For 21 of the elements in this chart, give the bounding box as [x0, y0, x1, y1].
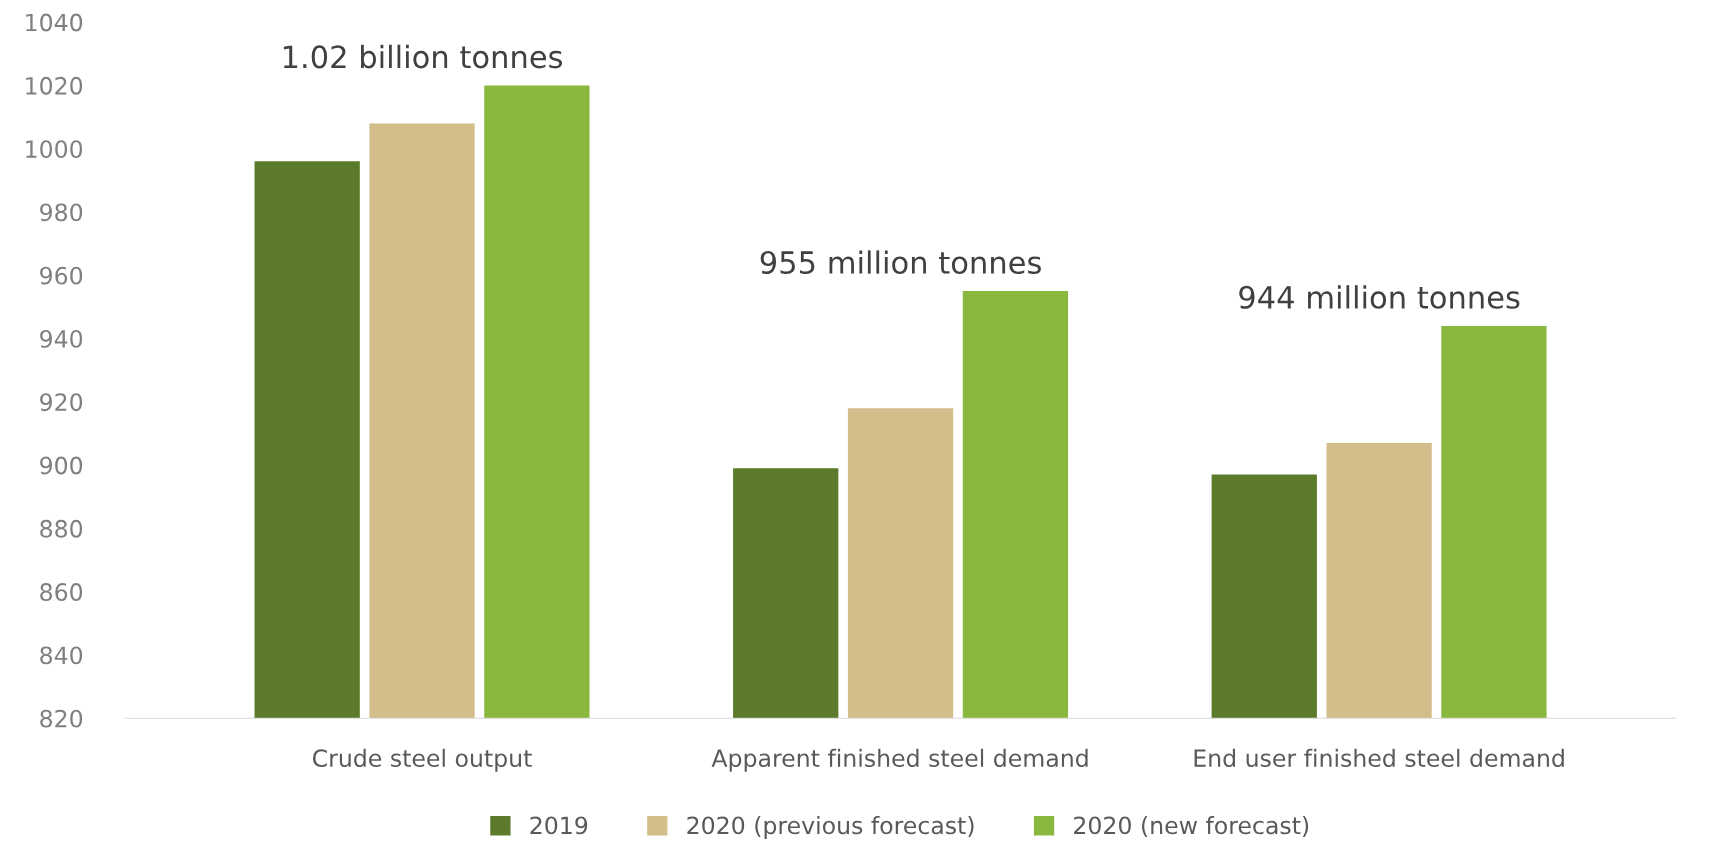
annotation: 955 million tonnes [760, 250, 1041, 275]
y-tick-label: 960 [40, 266, 83, 285]
y-tick-label: 820 [40, 709, 83, 728]
annotation: 944 million tonnes [1239, 285, 1520, 309]
y-tick-label: 1040 [26, 13, 83, 32]
y-tick-label: 1020 [26, 76, 83, 95]
x-tick-label: End user finished steel demand [1194, 748, 1564, 768]
y-tick-label: 880 [40, 519, 83, 538]
x-tick-label: Apparent finished steel demand [711, 748, 1088, 772]
y-tick-label: 1000 [26, 140, 83, 158]
annotation: 1.02 billion tonnes [283, 44, 563, 69]
x-tick-label: Crude steel output [312, 748, 532, 772]
legend-label: 2019 [530, 816, 588, 835]
legend-label: 2020 (new forecast) [1074, 816, 1309, 838]
y-tick-label: 940 [40, 329, 83, 348]
legend-label: 2020 (previous forecast) [687, 816, 974, 839]
y-tick-label: 840 [40, 646, 83, 665]
y-tick-label: 980 [40, 203, 83, 222]
y-tick-label: 920 [40, 393, 83, 412]
y-tick-label: 860 [40, 583, 83, 601]
y-tick-label: 900 [40, 456, 83, 475]
